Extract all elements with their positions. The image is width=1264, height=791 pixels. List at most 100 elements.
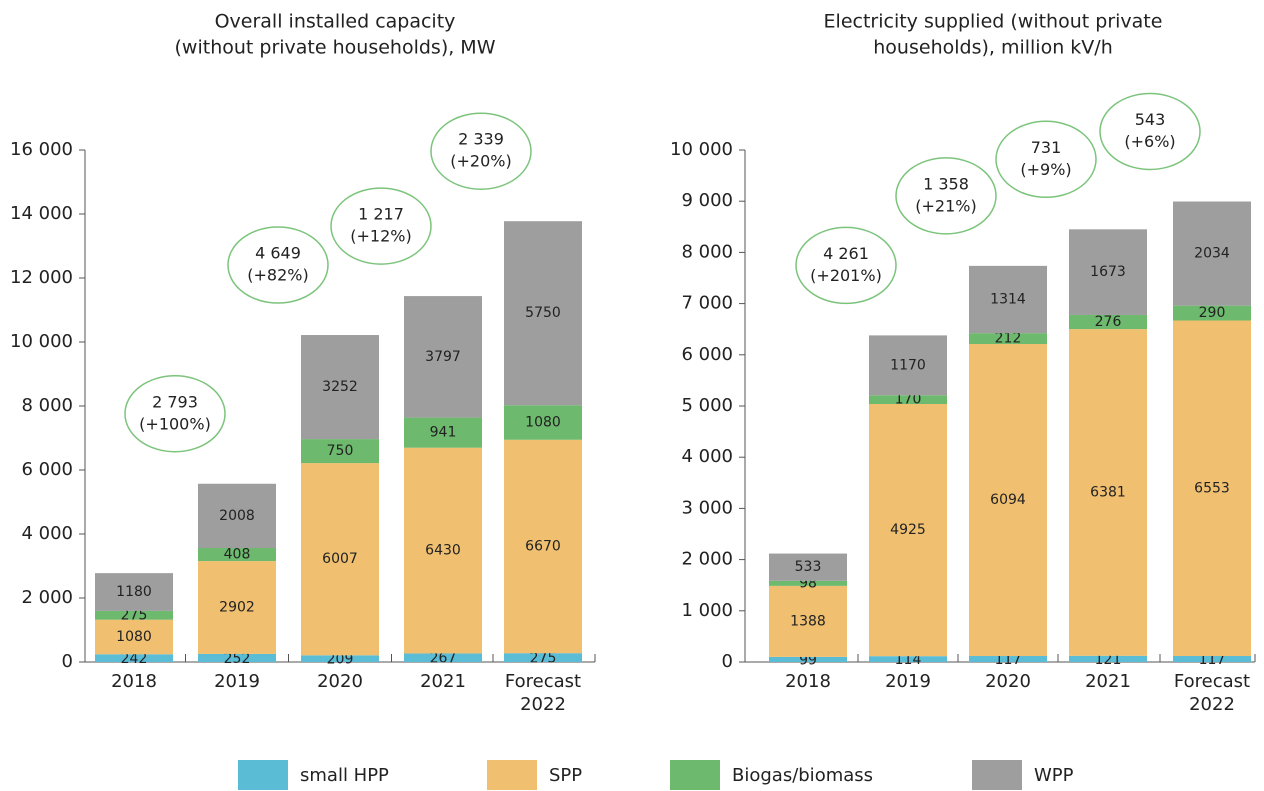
legend-label: small HPP: [300, 765, 389, 786]
bar-segment: [769, 656, 847, 662]
bar-segment: [198, 653, 276, 662]
bar-segment: [969, 333, 1047, 344]
x-tick-label: 2019: [214, 671, 260, 692]
chart-title: Electricity supplied (without private: [824, 11, 1163, 33]
bar-segment: [504, 439, 582, 654]
segment-label: 1080: [525, 414, 561, 430]
annotation: (+6%): [1124, 132, 1175, 151]
y-tick-label: 6 000: [681, 344, 733, 365]
segment-label: 2008: [219, 508, 255, 524]
y-tick-label: 10 000: [670, 139, 733, 160]
x-tick-label: 2019: [885, 671, 931, 692]
segment-label: 2034: [1194, 246, 1230, 262]
legend-label: SPP: [549, 765, 582, 786]
y-tick-label: 6 000: [21, 459, 73, 480]
annotation-bubble: [795, 226, 897, 305]
annotation: (+20%): [450, 152, 511, 171]
segment-label: 3797: [425, 349, 461, 365]
segment-label: 6430: [425, 543, 461, 559]
legend-swatch: [670, 760, 720, 790]
annotation: (+12%): [350, 227, 411, 246]
x-tick-label: 2022: [1189, 694, 1235, 715]
segment-label: 1314: [990, 292, 1026, 308]
bar-segment: [1173, 656, 1251, 662]
segment-label: 408: [224, 547, 251, 563]
bar-segment: [301, 335, 379, 440]
segment-label: 1180: [116, 584, 152, 600]
y-tick-label: 2 000: [681, 549, 733, 570]
bar-segment: [404, 653, 482, 662]
y-tick-label: 14 000: [10, 203, 73, 224]
segment-label: 533: [795, 559, 822, 575]
bar-segment: [301, 655, 379, 662]
annotation: (+9%): [1020, 160, 1071, 179]
annotation-bubble: [895, 157, 997, 235]
segment-label: 1170: [890, 357, 926, 373]
bar-segment: [1173, 320, 1251, 657]
annotation: 731: [1031, 138, 1062, 157]
annotation: 4 649: [255, 244, 301, 263]
legend-swatch: [972, 760, 1022, 790]
bar-segment: [969, 343, 1047, 657]
chart-title: Overall installed capacity: [215, 11, 456, 33]
annotation-bubble: [124, 375, 226, 453]
legend-swatch: [487, 760, 537, 790]
bar-segment: [969, 656, 1047, 662]
annotation-bubble: [995, 120, 1097, 199]
bar-segment: [95, 573, 173, 611]
annotation-bubble: [227, 226, 329, 304]
segment-label: 275: [121, 607, 148, 623]
annotation-bubble: [430, 112, 532, 190]
segment-label: 2902: [219, 600, 255, 616]
segment-label: 1388: [790, 613, 826, 629]
annotation: 2 339: [458, 130, 504, 149]
chart-title: (without private households), MW: [175, 37, 496, 59]
bar-segment: [504, 405, 582, 440]
y-tick-label: 0: [62, 651, 73, 672]
bar-segment: [504, 221, 582, 406]
segment-label: 209: [327, 652, 354, 668]
segment-label: 6007: [322, 551, 358, 567]
segment-label: 6553: [1194, 480, 1230, 496]
segment-label: 276: [1095, 314, 1122, 330]
bar-segment: [869, 404, 947, 657]
x-tick-label: 2021: [420, 671, 466, 692]
segment-label: 5750: [525, 305, 561, 321]
chart-title: households), million kV/h: [873, 37, 1112, 59]
segment-label: 6381: [1090, 484, 1126, 500]
bar-segment: [1069, 229, 1147, 315]
y-tick-label: 4 000: [21, 523, 73, 544]
bar-segment: [504, 653, 582, 662]
y-tick-label: 16 000: [10, 139, 73, 160]
bar-segment: [404, 296, 482, 418]
annotation: 543: [1135, 110, 1166, 129]
bar-segment: [301, 439, 379, 464]
y-tick-label: 12 000: [10, 267, 73, 288]
segment-label: 4925: [890, 522, 926, 538]
bar-segment: [769, 585, 847, 657]
x-tick-label: 2021: [1085, 671, 1131, 692]
x-tick-label: 2020: [985, 671, 1031, 692]
x-tick-label: 2022: [520, 694, 566, 715]
segment-label: 6094: [990, 492, 1026, 508]
bar-segment: [95, 610, 173, 620]
y-tick-label: 5 000: [681, 395, 733, 416]
segment-label: 275: [530, 651, 557, 667]
annotation: (+100%): [139, 414, 211, 433]
bar-segment: [404, 417, 482, 448]
annotation-bubble: [330, 187, 432, 265]
segment-label: 170: [895, 392, 922, 408]
y-tick-label: 9 000: [681, 190, 733, 211]
legend-swatch: [238, 760, 288, 790]
bar-segment: [969, 265, 1047, 334]
annotation: (+21%): [915, 196, 976, 215]
bar-segment: [198, 483, 276, 549]
bar-segment: [869, 395, 947, 405]
y-tick-label: 8 000: [681, 241, 733, 262]
bar-segment: [769, 580, 847, 586]
segment-label: 267: [430, 651, 457, 667]
y-tick-label: 2 000: [21, 587, 73, 608]
bar-segment: [869, 656, 947, 662]
segment-label: 242: [121, 651, 148, 667]
bar-segment: [301, 463, 379, 656]
